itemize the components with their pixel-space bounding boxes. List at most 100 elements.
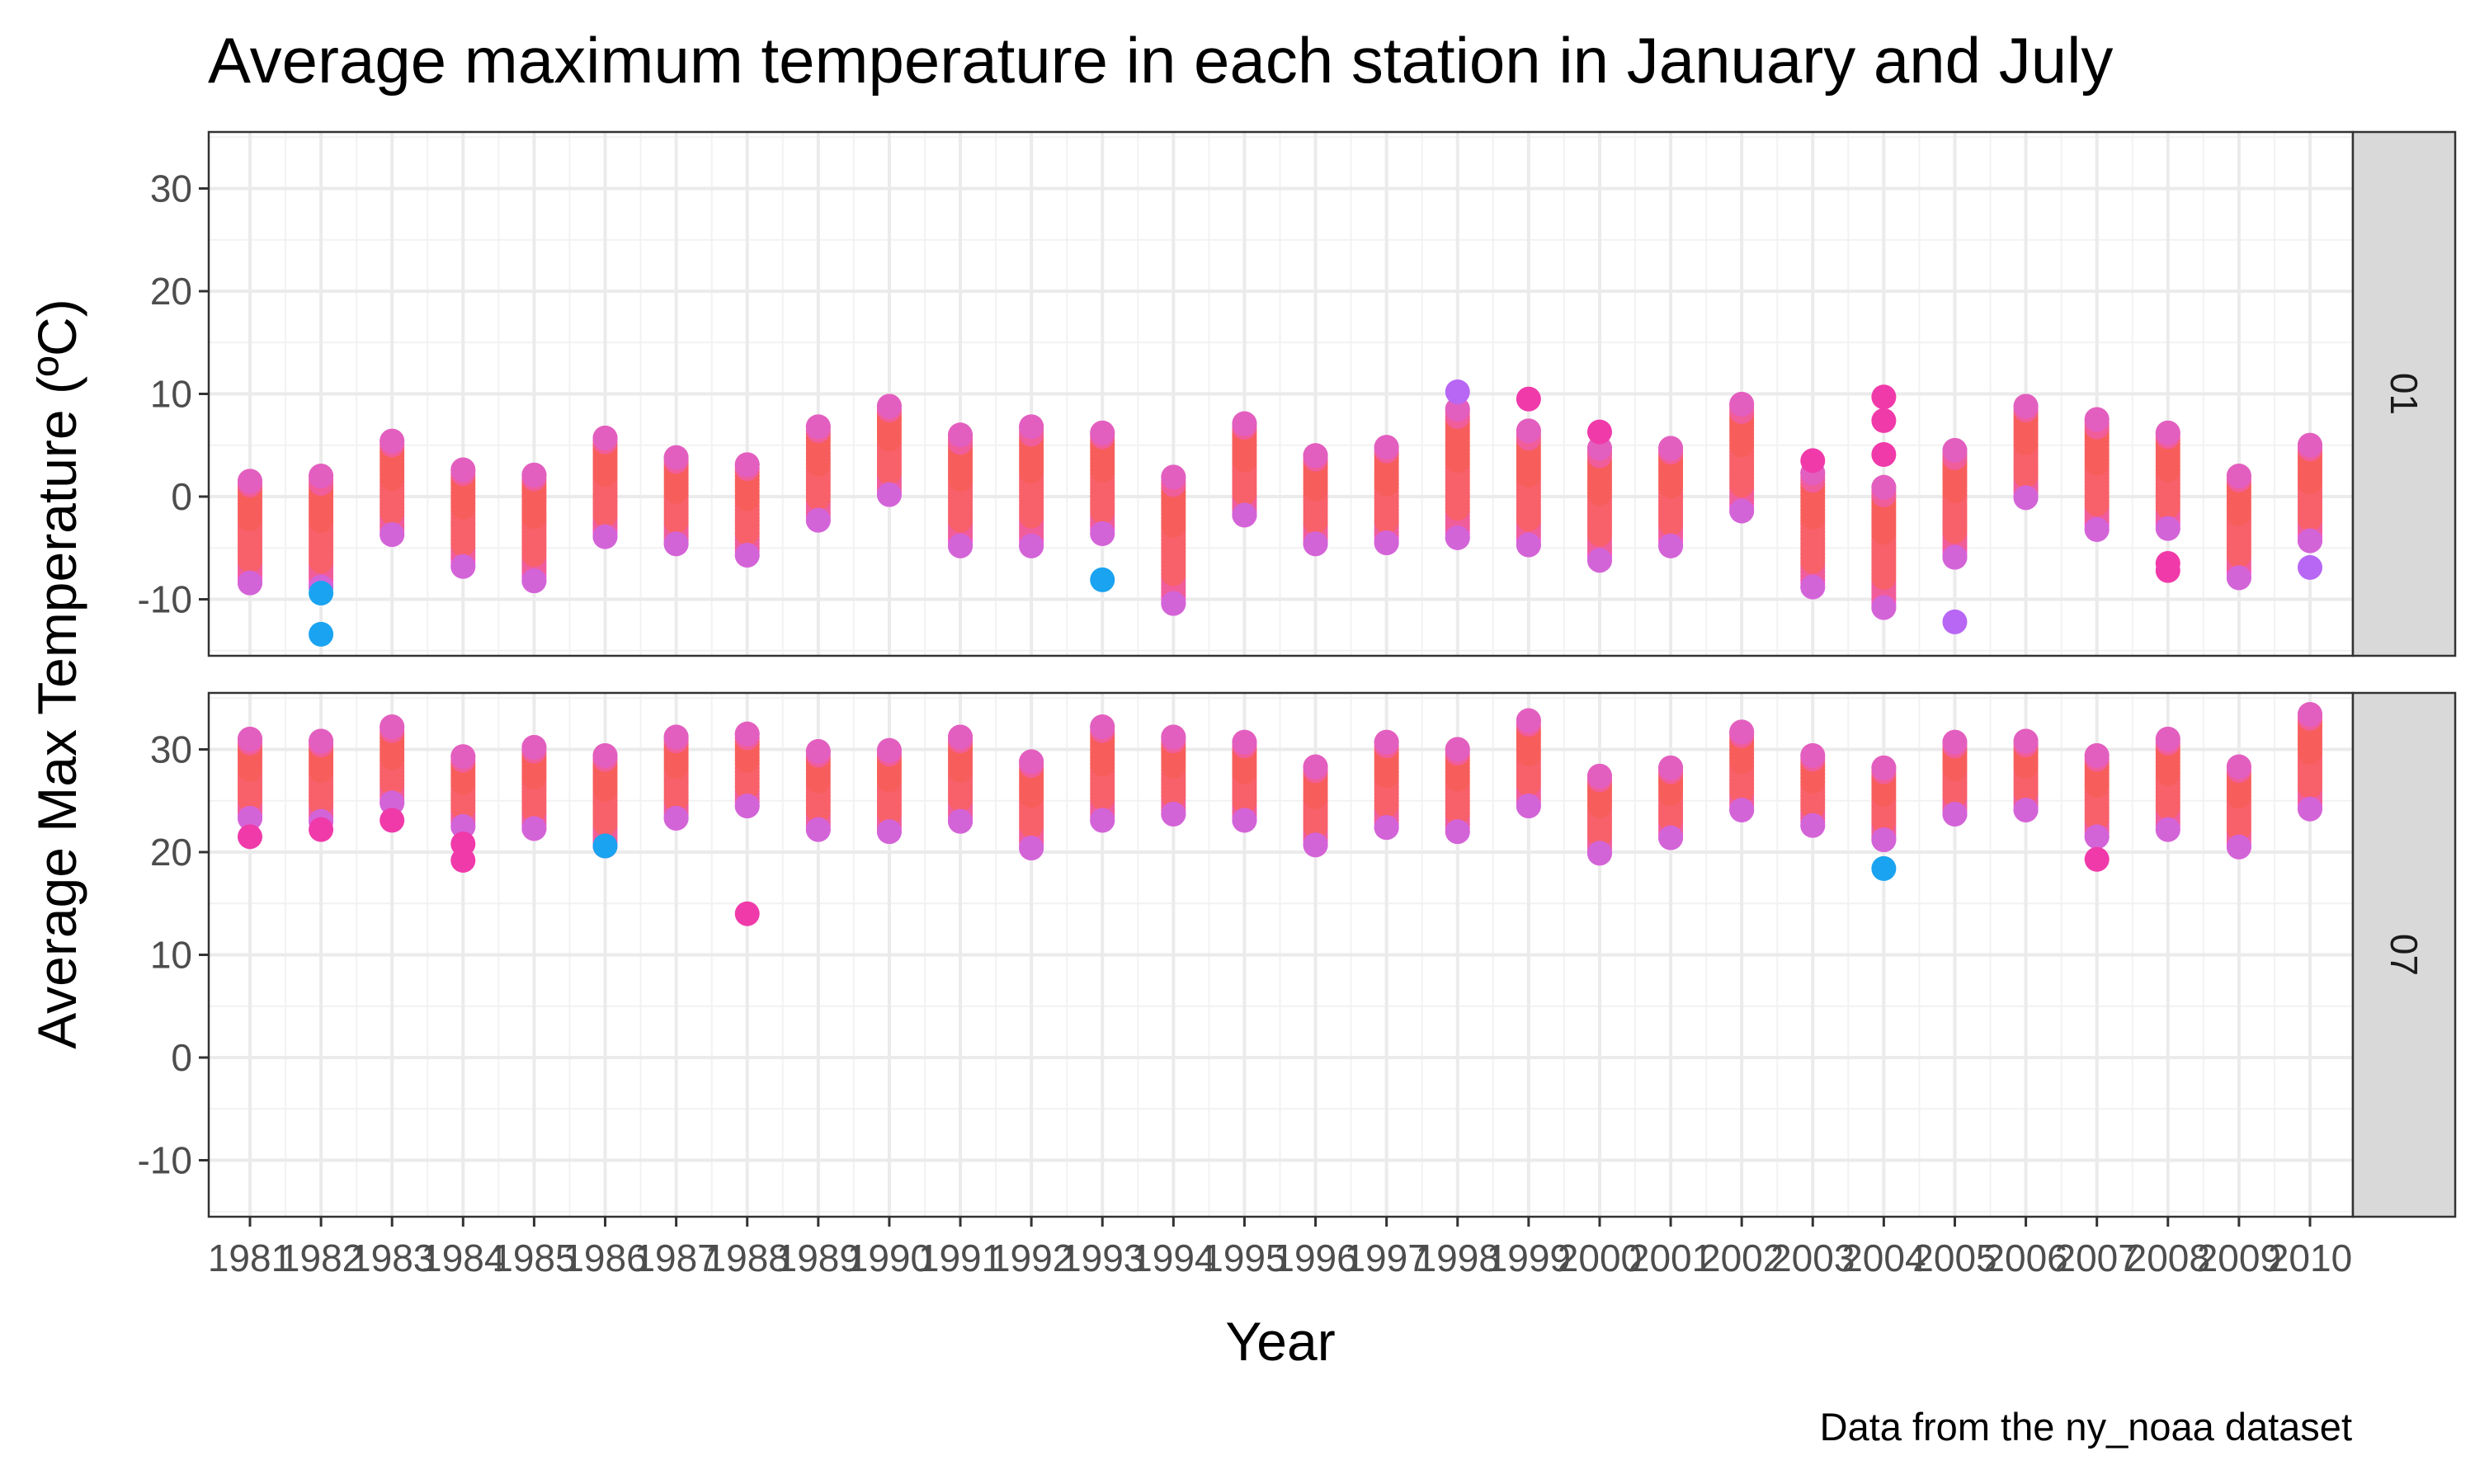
x-tick-label: 2000 bbox=[1558, 1237, 1642, 1279]
outlier-point bbox=[1871, 384, 1897, 410]
data-point bbox=[1871, 827, 1897, 853]
outlier-point bbox=[238, 824, 262, 850]
data-point bbox=[238, 805, 262, 831]
data-point bbox=[805, 414, 831, 440]
year-column-1988 bbox=[734, 452, 760, 568]
x-tick-label: 1992 bbox=[989, 1237, 1073, 1279]
year-column-2003 bbox=[1800, 460, 1826, 600]
year-column-2008 bbox=[2155, 420, 2180, 541]
data-point bbox=[1374, 815, 1399, 841]
outlier-point bbox=[1871, 855, 1897, 881]
outlier-point bbox=[2298, 554, 2322, 580]
x-tick-label: 2008 bbox=[2126, 1237, 2210, 1279]
data-point bbox=[450, 813, 476, 839]
year-column-2000 bbox=[1586, 763, 1612, 866]
data-point bbox=[2013, 485, 2039, 511]
data-point bbox=[2013, 728, 2039, 754]
data-point bbox=[592, 742, 618, 768]
year-column-1981 bbox=[238, 469, 262, 596]
data-point bbox=[1232, 411, 1257, 436]
year-column-1993 bbox=[1090, 420, 1115, 546]
year-column-2007 bbox=[2084, 742, 2110, 850]
data-point bbox=[2226, 754, 2251, 780]
year-column-1981 bbox=[238, 727, 262, 831]
data-point bbox=[948, 808, 974, 834]
data-point bbox=[592, 426, 618, 451]
outlier-point bbox=[734, 901, 760, 926]
data-point bbox=[2084, 824, 2110, 850]
year-column-2007 bbox=[2084, 407, 2110, 542]
y-axis-title: Average Max Temperature (ºC) bbox=[26, 299, 87, 1048]
y-tick-label: -10 bbox=[138, 1139, 192, 1182]
x-tick-label: 2010 bbox=[2268, 1237, 2352, 1279]
data-point bbox=[1090, 420, 1115, 445]
data-point bbox=[1303, 832, 1328, 858]
data-point bbox=[734, 542, 760, 568]
data-point bbox=[876, 819, 902, 845]
data-point bbox=[1729, 719, 1755, 745]
year-column-1997 bbox=[1374, 729, 1399, 841]
year-column-2008 bbox=[2155, 727, 2180, 842]
data-point bbox=[1161, 801, 1186, 827]
x-axis: 1981198219831984198519861987198819891990… bbox=[208, 1217, 2352, 1279]
year-column-1989 bbox=[805, 414, 831, 533]
data-point bbox=[380, 522, 405, 548]
year-column-1988 bbox=[734, 721, 760, 818]
outlier-point bbox=[1090, 567, 1115, 592]
x-tick-label: 2007 bbox=[2055, 1237, 2139, 1279]
data-point bbox=[2155, 420, 2180, 445]
x-tick-label: 1997 bbox=[1344, 1237, 1428, 1279]
data-point bbox=[238, 570, 262, 596]
data-point bbox=[734, 721, 760, 747]
data-point bbox=[1942, 437, 1968, 463]
strip-january bbox=[2351, 130, 2457, 657]
strip-label-january: 01 bbox=[2383, 373, 2426, 415]
data-point bbox=[948, 533, 974, 558]
year-column-1984 bbox=[450, 457, 476, 579]
panel-july-grid bbox=[209, 693, 2353, 1217]
data-point bbox=[2298, 796, 2322, 822]
data-point bbox=[2226, 834, 2251, 860]
data-point bbox=[1800, 742, 1826, 768]
year-column-2001 bbox=[1658, 436, 1684, 558]
data-point bbox=[592, 524, 618, 549]
data-point bbox=[2226, 565, 2251, 591]
year-column-1985 bbox=[521, 462, 547, 594]
year-column-1992 bbox=[1019, 414, 1044, 558]
data-point bbox=[1090, 808, 1115, 833]
data-point bbox=[1516, 793, 1541, 818]
panel-july-points bbox=[238, 702, 2322, 926]
panel-july: 07 -10 0 10 20 30 bbox=[138, 691, 2457, 1218]
data-point bbox=[2155, 727, 2180, 752]
x-tick-label: 1988 bbox=[705, 1237, 790, 1279]
year-column-1998 bbox=[1445, 737, 1470, 845]
year-column-1995 bbox=[1232, 411, 1257, 528]
strip-july bbox=[2351, 691, 2457, 1218]
x-tick-label: 2006 bbox=[1983, 1237, 2067, 1279]
data-point bbox=[734, 793, 760, 818]
year-column-1991 bbox=[948, 724, 974, 834]
y-tick-label: 30 bbox=[150, 167, 192, 210]
data-point bbox=[1586, 548, 1612, 573]
data-point bbox=[380, 428, 405, 454]
data-point bbox=[238, 727, 262, 752]
y-tick-label: 20 bbox=[150, 831, 192, 874]
year-column-1994 bbox=[1161, 724, 1186, 827]
data-point bbox=[663, 531, 689, 557]
outlier-point bbox=[380, 808, 405, 833]
year-column-1991 bbox=[948, 422, 974, 558]
data-point bbox=[1871, 474, 1897, 500]
data-point bbox=[1161, 464, 1186, 490]
x-tick-label: 1983 bbox=[350, 1237, 434, 1279]
strip-label-july: 07 bbox=[2383, 934, 2426, 976]
data-point bbox=[1586, 763, 1612, 789]
year-column-1987 bbox=[663, 724, 689, 831]
data-point bbox=[2298, 702, 2322, 728]
outlier-point bbox=[1586, 419, 1612, 445]
data-point bbox=[1374, 530, 1399, 556]
year-column-2009 bbox=[2226, 754, 2251, 860]
outlier-point bbox=[450, 847, 476, 873]
data-point bbox=[309, 728, 334, 754]
x-tick-label: 2009 bbox=[2197, 1237, 2281, 1279]
year-column-1996 bbox=[1303, 754, 1328, 858]
